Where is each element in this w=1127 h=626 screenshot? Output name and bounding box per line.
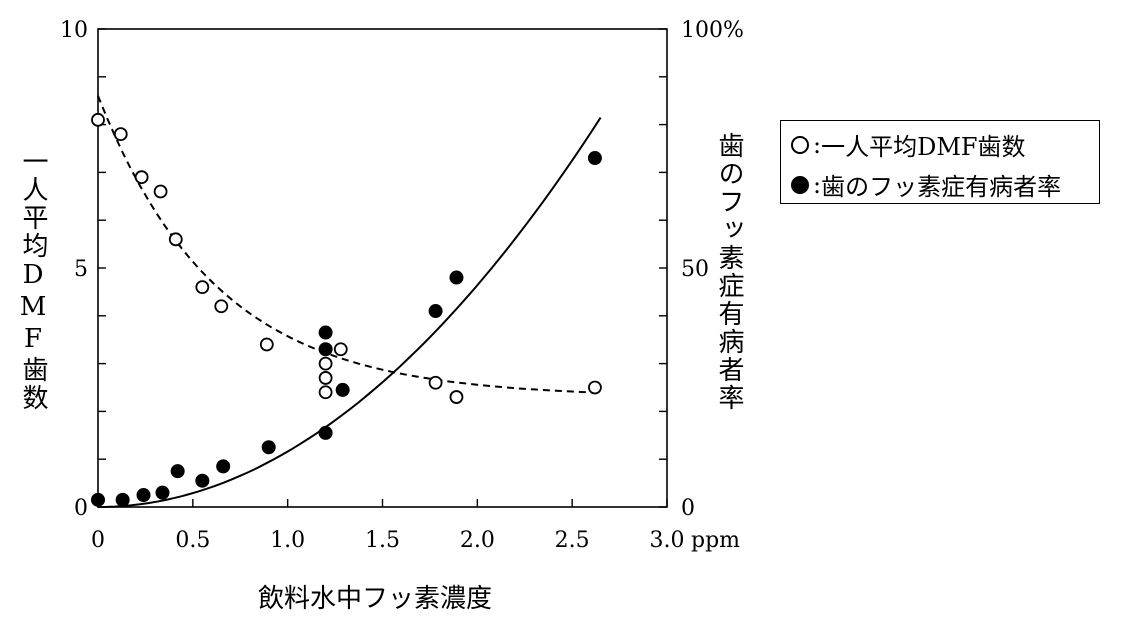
dmf-point	[214, 299, 229, 314]
dmf-trend-line	[97, 95, 601, 394]
x-tick-label: 3.0	[650, 528, 685, 553]
dmf-point	[428, 375, 443, 390]
y-left-tick-label: 5	[74, 257, 88, 282]
fluorosis-point	[318, 342, 333, 357]
dmf-point	[333, 342, 348, 357]
y-right-tick-label: 0	[681, 496, 695, 521]
fluorosis-point	[91, 492, 105, 507]
y-right-tick-label: 100%	[681, 18, 744, 43]
fluorosis-point	[155, 485, 170, 500]
fluorosis-point	[318, 425, 333, 440]
x-axis-label: 飲料水中フッ素濃度	[258, 584, 493, 614]
x-tick-label: 0.5	[175, 528, 210, 553]
legend-label-dmf: 一人平均DMF歯数	[821, 133, 1026, 161]
dmf-point	[449, 390, 464, 404]
dmf-point	[134, 170, 149, 185]
legend-label-fluorosis: 歯のフッ素症有病者率	[821, 173, 1062, 201]
x-tick-label: 2.0	[460, 528, 495, 553]
y-left-tick-label: 10	[60, 18, 88, 43]
fluorosis-point	[587, 151, 602, 166]
y-axis-right-label: 歯のフッ素症有病者率	[714, 132, 744, 412]
fluorosis-point	[261, 440, 276, 455]
filled-circle-icon	[791, 175, 809, 194]
fluorosis-point	[216, 459, 231, 474]
dmf-point	[195, 280, 210, 295]
legend-item-dmf: : 一人平均DMF歯数	[791, 127, 1026, 162]
open-circle-icon	[791, 135, 809, 154]
legend: : 一人平均DMF歯数 : 歯のフッ素症有病者率	[780, 120, 1100, 204]
legend-colon: :	[813, 130, 822, 159]
fluorosis-point	[428, 304, 443, 319]
fluorosis-point	[170, 464, 185, 479]
x-unit-label: ppm	[691, 528, 740, 553]
x-tick-label: 2.5	[555, 528, 590, 553]
x-tick-label: 0	[91, 528, 105, 553]
y-axis-left-label: 一人平均DMF歯数	[18, 148, 48, 412]
dmf-point	[318, 385, 333, 400]
y-right-tick-label: 50	[681, 257, 709, 282]
x-tick-label: 1.0	[270, 528, 305, 553]
fluorosis-point	[318, 325, 333, 340]
dmf-point	[153, 184, 168, 199]
fluorosis-point	[195, 473, 210, 488]
legend-colon: :	[813, 170, 822, 199]
y-left-tick-label: 0	[74, 496, 88, 521]
fluorosis-point	[335, 382, 350, 397]
dmf-point	[588, 380, 602, 395]
fluorosis-point	[115, 492, 130, 507]
dmf-point	[318, 356, 333, 371]
fluorosis-point	[136, 488, 151, 503]
dmf-point	[91, 112, 105, 127]
legend-item-fluorosis: : 歯のフッ素症有病者率	[791, 167, 1061, 202]
dmf-point	[259, 337, 274, 352]
fluorosis-point	[449, 270, 464, 285]
plot-frame	[97, 28, 668, 508]
dmf-point	[318, 371, 333, 385]
fluorosis-trend-line	[97, 117, 602, 508]
dmf-point	[113, 127, 128, 142]
x-tick-label: 1.5	[365, 528, 400, 553]
dmf-point	[168, 232, 183, 247]
